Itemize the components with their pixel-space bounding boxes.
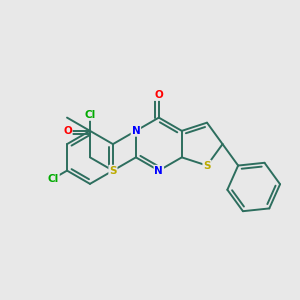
- Text: Cl: Cl: [84, 110, 96, 120]
- Text: N: N: [131, 126, 140, 136]
- Text: Cl: Cl: [48, 174, 59, 184]
- Text: S: S: [203, 160, 211, 171]
- Text: O: O: [63, 126, 72, 136]
- Text: O: O: [154, 90, 163, 100]
- Text: N: N: [154, 166, 163, 176]
- Text: S: S: [109, 166, 117, 176]
